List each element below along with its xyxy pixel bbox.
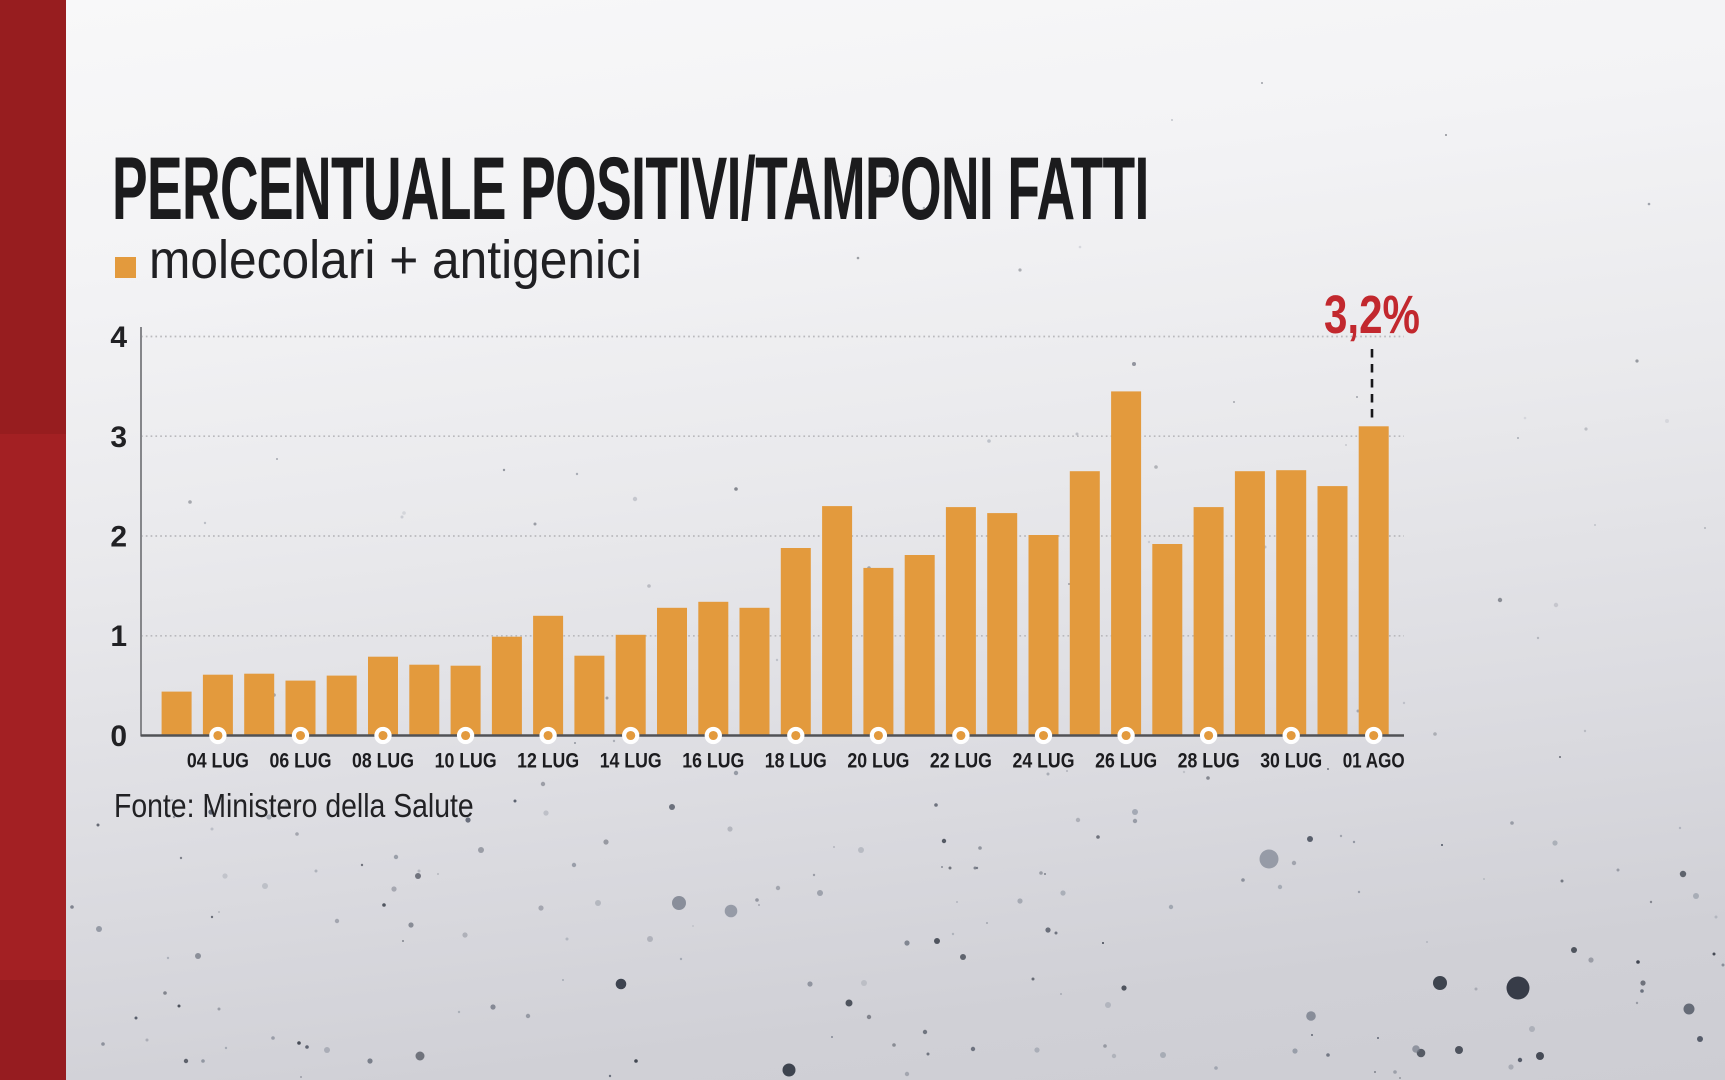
svg-text:1: 1 xyxy=(110,620,127,653)
svg-text:06 LUG: 06 LUG xyxy=(270,749,332,773)
svg-text:08 LUG: 08 LUG xyxy=(352,749,414,773)
svg-text:10 LUG: 10 LUG xyxy=(435,749,497,773)
svg-text:16 LUG: 16 LUG xyxy=(682,749,744,773)
svg-text:22 LUG: 22 LUG xyxy=(930,749,992,773)
svg-text:26 LUG: 26 LUG xyxy=(1095,749,1157,773)
svg-text:18 LUG: 18 LUG xyxy=(765,749,827,773)
svg-text:3: 3 xyxy=(110,421,127,454)
svg-text:4: 4 xyxy=(110,321,127,354)
svg-text:0: 0 xyxy=(110,720,127,753)
svg-text:14 LUG: 14 LUG xyxy=(600,749,662,773)
svg-text:01 AGO: 01 AGO xyxy=(1343,749,1405,773)
svg-text:2: 2 xyxy=(110,521,127,554)
svg-text:30 LUG: 30 LUG xyxy=(1260,749,1322,773)
svg-text:20 LUG: 20 LUG xyxy=(847,749,909,773)
svg-text:3,2%: 3,2% xyxy=(1324,285,1420,345)
svg-text:12 LUG: 12 LUG xyxy=(517,749,579,773)
svg-text:24 LUG: 24 LUG xyxy=(1013,749,1075,773)
svg-text:04 LUG: 04 LUG xyxy=(187,749,249,773)
svg-text:28 LUG: 28 LUG xyxy=(1178,749,1240,773)
